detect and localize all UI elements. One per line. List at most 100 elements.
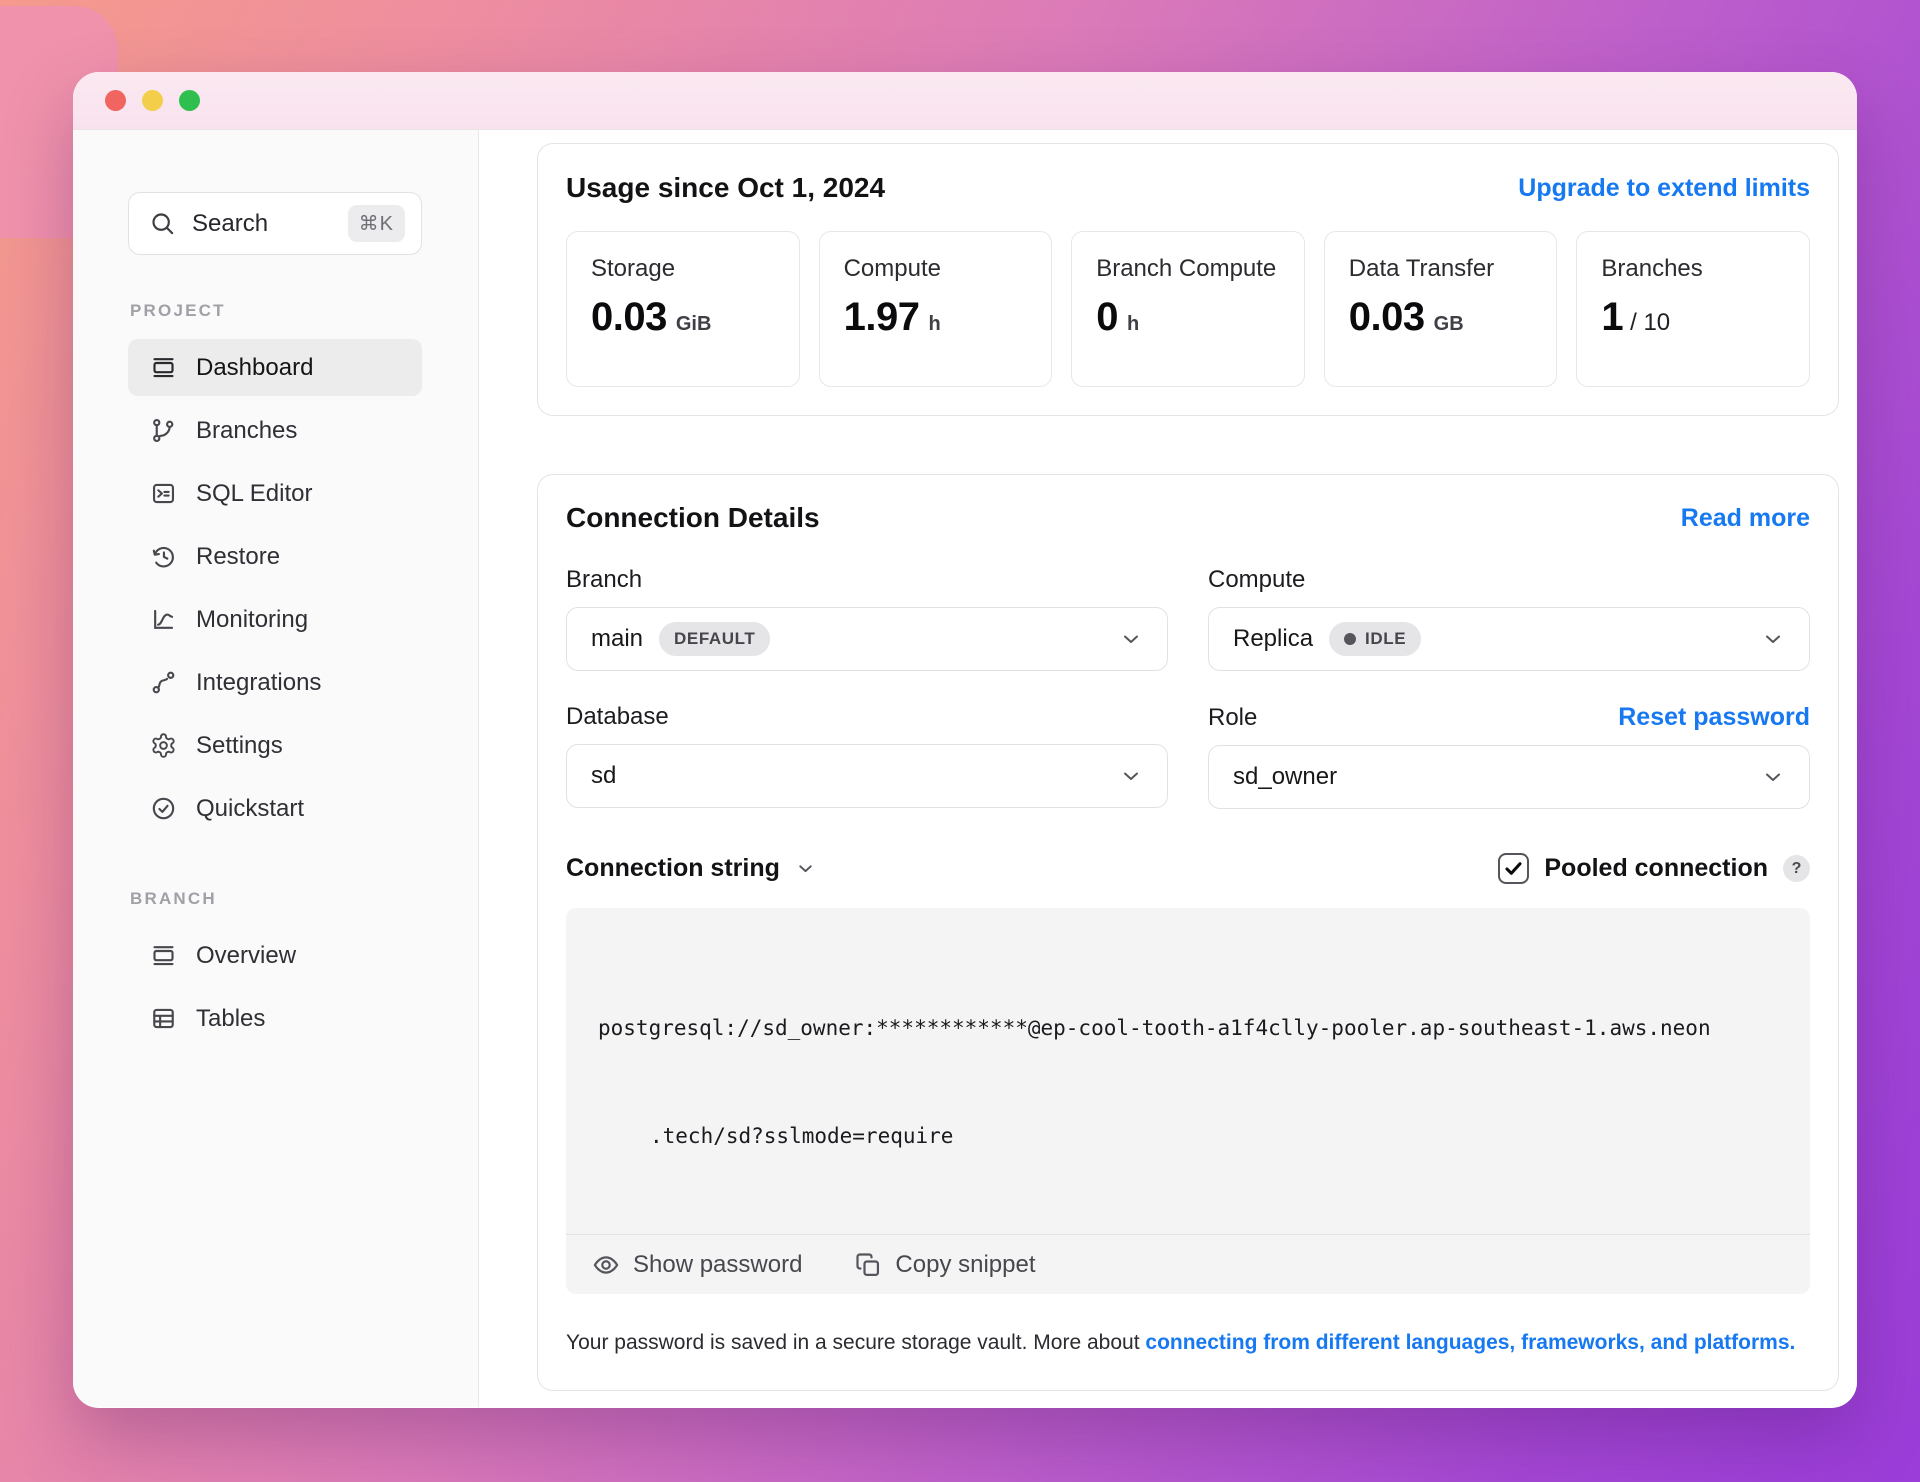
minimize-button[interactable] [142, 90, 163, 111]
monitoring-icon [154, 609, 174, 629]
sidebar-item-restore[interactable]: Restore [128, 528, 422, 585]
app-window: Search ⌘K PROJECT Dashboard Branches [73, 72, 1857, 1408]
usage-title: Usage since Oct 1, 2024 [566, 172, 886, 203]
traffic-lights [105, 90, 200, 111]
stat-value: 0 [1096, 295, 1118, 339]
search-shortcut: ⌘K [347, 205, 405, 242]
stat-card-data-transfer: Data Transfer 0.03 GB [1323, 231, 1558, 387]
connection-string-dropdown[interactable]: Connection string [566, 854, 816, 883]
branch-label: Branch [566, 566, 643, 593]
sidebar-item-dashboard[interactable]: Dashboard [128, 339, 422, 396]
pooled-connection-checkbox[interactable] [1498, 853, 1530, 884]
stat-card-branch-compute: Branch Compute 0 h [1071, 231, 1305, 387]
sidebar-item-label: Quickstart [196, 794, 305, 822]
search-placeholder: Search [192, 209, 269, 237]
stat-card-storage: Storage 0.03 GiB [566, 231, 800, 387]
chevron-down-icon [1766, 635, 1780, 643]
sidebar-item-overview[interactable]: Overview [128, 927, 422, 984]
sidebar-item-label: Tables [196, 1004, 266, 1032]
upgrade-link[interactable]: Upgrade to extend limits [1518, 173, 1810, 202]
stat-value: 0.03 [1348, 295, 1425, 339]
check-circle-icon [152, 797, 175, 820]
compute-select[interactable]: Replica IDLE [1208, 607, 1810, 671]
search-input[interactable]: Search ⌘K [128, 192, 422, 255]
sidebar-item-quickstart[interactable]: Quickstart [128, 780, 422, 837]
sidebar-item-monitoring[interactable]: Monitoring [128, 591, 422, 648]
connecting-docs-link[interactable]: connecting from different languages, fra… [1145, 1331, 1796, 1354]
sidebar-item-integrations[interactable]: Integrations [128, 654, 422, 711]
sidebar-item-settings[interactable]: Settings [128, 717, 422, 774]
sidebar: Search ⌘K PROJECT Dashboard Branches [73, 130, 479, 1407]
role-select[interactable]: sd_owner [1208, 745, 1810, 809]
sidebar-item-label: Branches [196, 416, 298, 444]
pooled-connection-control: Pooled connection ? [1498, 853, 1810, 884]
stat-label: Data Transfer [1348, 255, 1495, 282]
stat-unit: h [1126, 313, 1140, 335]
connection-string-actions: Show password Copy snippet [566, 1234, 1810, 1294]
compute-label: Compute [1208, 566, 1306, 593]
idle-dot-icon [1344, 633, 1357, 645]
idle-badge: IDLE [1329, 622, 1422, 656]
password-vault-note: Your password is saved in a secure stora… [566, 1331, 1796, 1354]
sql-editor-icon [152, 483, 175, 504]
stat-label: Storage [591, 255, 676, 282]
stat-value: 1.97 [843, 295, 920, 339]
stat-unit: GB [1433, 313, 1464, 335]
titlebar [73, 72, 1857, 130]
close-button[interactable] [105, 90, 126, 111]
sidebar-item-label: Overview [196, 941, 297, 969]
check-icon [1505, 862, 1522, 875]
role-field: Role Reset password sd_owner [1208, 703, 1810, 809]
sidebar-item-branches[interactable]: Branches [128, 402, 422, 459]
branches-icon [153, 418, 174, 443]
sidebar-item-tables[interactable]: Tables [128, 990, 422, 1047]
eye-icon [593, 1255, 619, 1274]
copy-icon [856, 1252, 880, 1276]
connection-details-title: Connection Details [566, 502, 820, 533]
pooled-connection-label: Pooled connection [1544, 854, 1768, 882]
sidebar-item-label: Dashboard [196, 353, 314, 381]
restore-icon [152, 546, 174, 568]
stat-value: 1 [1601, 295, 1624, 339]
usage-stats: Storage 0.03 GiB Compute 1.97 h [566, 231, 1810, 387]
default-badge: DEFAULT [659, 622, 771, 656]
database-select[interactable]: sd [566, 744, 1168, 808]
stat-value: 0.03 [591, 295, 667, 339]
chevron-down-icon [1124, 772, 1138, 780]
show-password-button[interactable]: Show password [592, 1251, 802, 1279]
sidebar-item-label: Integrations [196, 668, 322, 696]
chevron-down-icon [1124, 635, 1138, 643]
main-content: Usage since Oct 1, 2024 Upgrade to exten… [479, 130, 1857, 1407]
stat-label: Branch Compute [1096, 255, 1277, 282]
chevron-down-icon [1766, 773, 1780, 781]
help-icon[interactable]: ? [1783, 855, 1810, 882]
gear-icon [152, 733, 175, 758]
chevron-down-icon [799, 865, 812, 873]
section-label-branch: BRANCH [130, 889, 217, 908]
read-more-link[interactable]: Read more [1680, 503, 1810, 532]
stat-label: Branches [1601, 255, 1703, 282]
branch-field: Branch main DEFAULT [566, 566, 1168, 671]
dashboard-icon [153, 358, 174, 378]
connection-string-line2: .tech/sd?sslmode=require [650, 1124, 954, 1148]
stat-unit: / 10 [1630, 309, 1671, 336]
copy-snippet-button[interactable]: Copy snippet [854, 1251, 1036, 1279]
connection-string-line1: postgresql://sd_owner:************@ep-co… [598, 1016, 1711, 1040]
sidebar-item-sql-editor[interactable]: SQL Editor [128, 465, 422, 522]
search-icon [152, 213, 174, 235]
sidebar-item-label: SQL Editor [196, 479, 313, 507]
connection-string-box: postgresql://sd_owner:************@ep-co… [566, 908, 1810, 1294]
sidebar-item-label: Settings [196, 731, 283, 759]
stat-card-compute: Compute 1.97 h [818, 231, 1053, 387]
branch-select[interactable]: main DEFAULT [566, 607, 1168, 671]
reset-password-link[interactable]: Reset password [1618, 703, 1810, 731]
compute-field: Compute Replica IDLE [1208, 566, 1810, 671]
zoom-button[interactable] [179, 90, 200, 111]
connection-string-text: postgresql://sd_owner:************@ep-co… [566, 908, 1810, 1226]
stat-unit: GiB [675, 313, 712, 335]
overview-icon [153, 946, 174, 966]
usage-card: Usage since Oct 1, 2024 Upgrade to exten… [537, 143, 1839, 416]
connection-details-card: Connection Details Read more Branch main… [537, 474, 1839, 1391]
stat-unit: h [928, 313, 941, 335]
